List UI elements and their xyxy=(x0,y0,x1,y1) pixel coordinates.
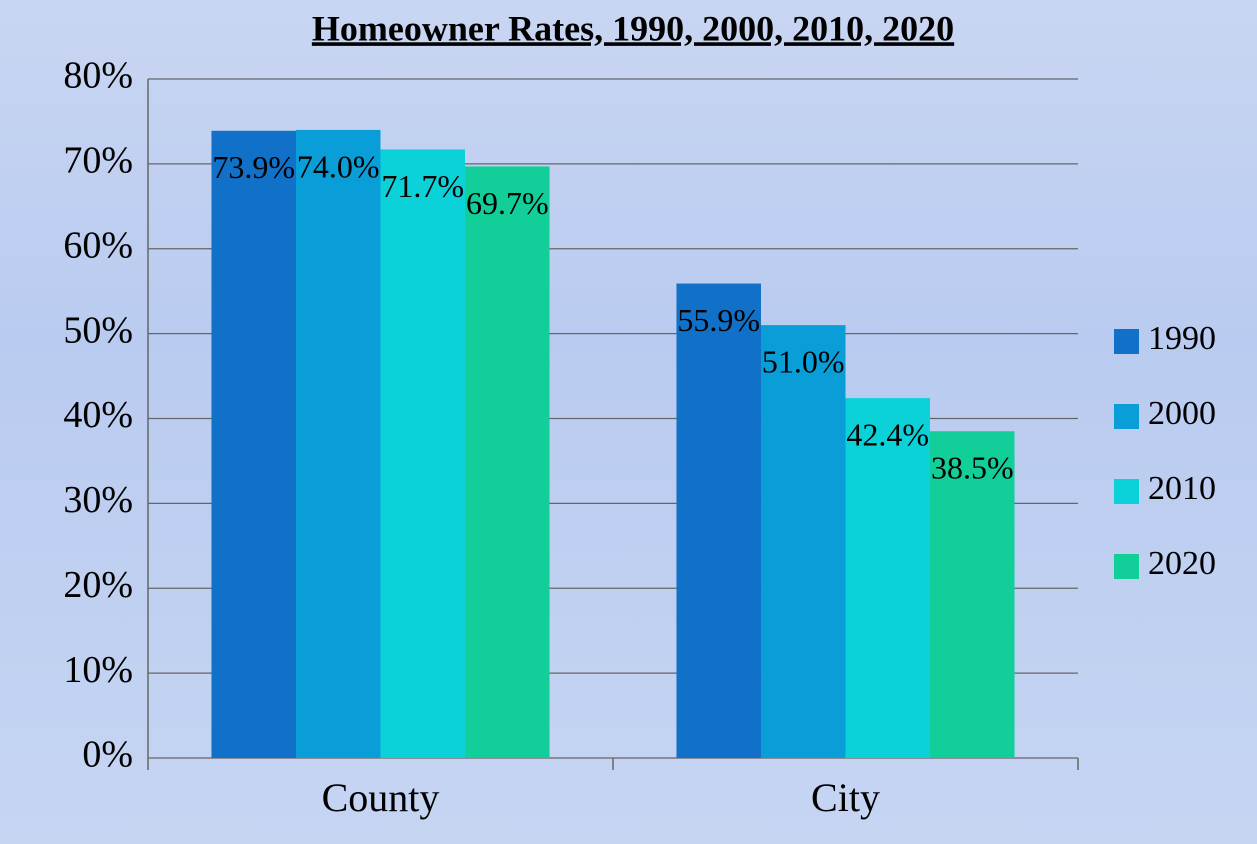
legend-label: 1990 xyxy=(1148,320,1216,357)
bar xyxy=(465,166,550,758)
y-tick-label: 70% xyxy=(63,140,133,182)
data-label: 42.4% xyxy=(846,416,929,452)
y-tick-label: 50% xyxy=(63,309,133,351)
bar xyxy=(760,325,846,758)
legend-swatch xyxy=(1114,479,1139,504)
legend-swatch xyxy=(1114,329,1139,354)
legend-label: 2020 xyxy=(1148,545,1216,582)
y-tick-label: 80% xyxy=(63,55,133,97)
x-tick-label: City xyxy=(811,775,880,820)
data-label: 73.9% xyxy=(212,149,295,185)
data-label: 38.5% xyxy=(931,450,1014,486)
x-tick-label: County xyxy=(322,775,440,820)
y-tick-label: 10% xyxy=(63,649,133,691)
bar xyxy=(211,130,296,758)
y-tick-label: 60% xyxy=(63,224,133,266)
data-label: 55.9% xyxy=(677,302,760,338)
bar xyxy=(295,129,381,759)
bar xyxy=(676,283,761,758)
data-label: 51.0% xyxy=(762,343,845,379)
legend-swatch xyxy=(1114,554,1139,579)
legend-label: 2010 xyxy=(1148,470,1216,507)
data-label: 69.7% xyxy=(466,185,549,221)
y-tick-label: 0% xyxy=(82,734,133,776)
y-tick-label: 30% xyxy=(63,479,133,521)
legend-label: 2000 xyxy=(1148,395,1216,432)
chart-title: Homeowner Rates, 1990, 2000, 2010, 2020 xyxy=(312,8,954,48)
y-tick-label: 40% xyxy=(63,394,133,436)
legend-swatch xyxy=(1114,404,1139,429)
data-label: 71.7% xyxy=(381,168,464,204)
bar xyxy=(845,398,931,758)
bar xyxy=(380,149,466,759)
y-tick-label: 20% xyxy=(63,564,133,606)
data-label: 74.0% xyxy=(297,148,380,184)
bar xyxy=(930,431,1015,758)
